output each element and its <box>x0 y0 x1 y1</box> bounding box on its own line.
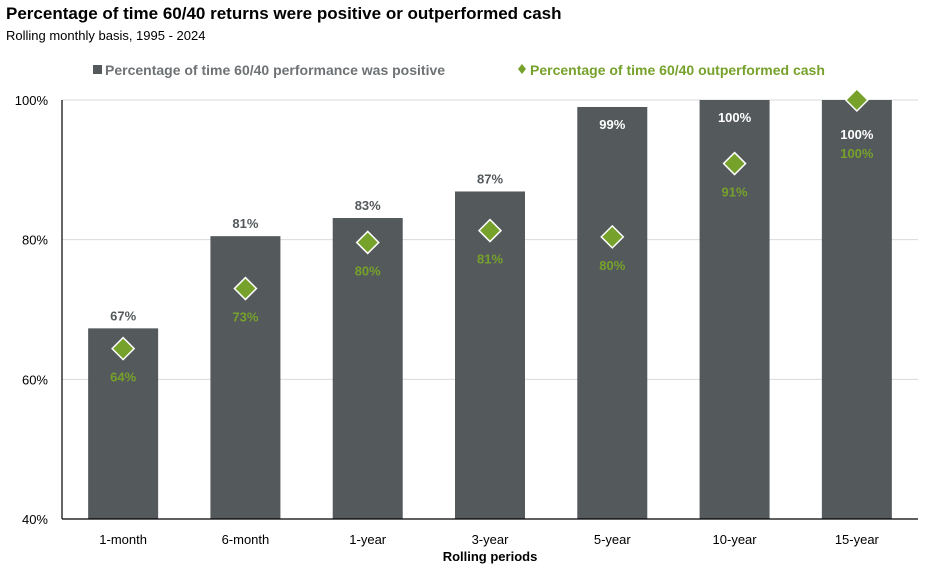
bar-data-label: 83% <box>355 198 381 213</box>
x-tick-label: 1-year <box>349 532 387 547</box>
bar <box>332 218 403 520</box>
diamond-marker <box>355 230 380 255</box>
x-tick-label: 1-month <box>99 532 147 547</box>
x-tick-label: 6-month <box>222 532 270 547</box>
diamond-marker <box>722 151 747 176</box>
bar <box>821 100 892 519</box>
y-tick-label: 60% <box>22 372 48 387</box>
chart-title: Percentage of time 60/40 returns were po… <box>6 4 562 23</box>
x-tick-label: 5-year <box>594 532 632 547</box>
diamond-marker <box>111 336 136 361</box>
y-tick-label: 40% <box>22 512 48 527</box>
bar <box>455 191 525 519</box>
bar-data-label: 100% <box>718 110 752 125</box>
diamond-marker <box>477 218 503 243</box>
x-axis-label: Rolling periods <box>443 549 538 564</box>
diamond-data-label: 80% <box>355 263 381 278</box>
diamond-data-label: 73% <box>232 310 258 325</box>
diamond-marker <box>600 224 625 249</box>
diamond-data-label: 80% <box>599 258 625 273</box>
legend-bar-label: Percentage of time 60/40 performance was… <box>105 62 445 78</box>
diamond-data-label: 100% <box>840 146 874 161</box>
diamond-data-label: 64% <box>110 370 136 385</box>
chart-subtitle: Rolling monthly basis, 1995 - 2024 <box>6 28 206 43</box>
legend-diamond-label: Percentage of time 60/40 outperformed ca… <box>530 62 825 78</box>
diamond-data-label: 81% <box>477 252 503 267</box>
bar <box>577 106 648 519</box>
diamond-marker <box>233 276 258 301</box>
bar-data-label: 100% <box>840 127 874 142</box>
legend-diamond-swatch <box>518 64 526 74</box>
y-tick-label: 100% <box>15 93 49 108</box>
x-tick-label: 3-year <box>472 532 510 547</box>
bar-data-label: 67% <box>110 308 136 323</box>
y-tick-label: 80% <box>22 233 48 248</box>
legend-bar-swatch <box>93 65 102 74</box>
diamond-data-label: 91% <box>722 185 748 200</box>
x-tick-label: 15-year <box>835 532 880 547</box>
bar-data-label: 99% <box>599 117 625 132</box>
bar-data-label: 87% <box>477 171 503 186</box>
bar-data-label: 81% <box>232 216 258 231</box>
diamond-marker <box>844 87 869 113</box>
x-tick-label: 10-year <box>713 532 758 547</box>
